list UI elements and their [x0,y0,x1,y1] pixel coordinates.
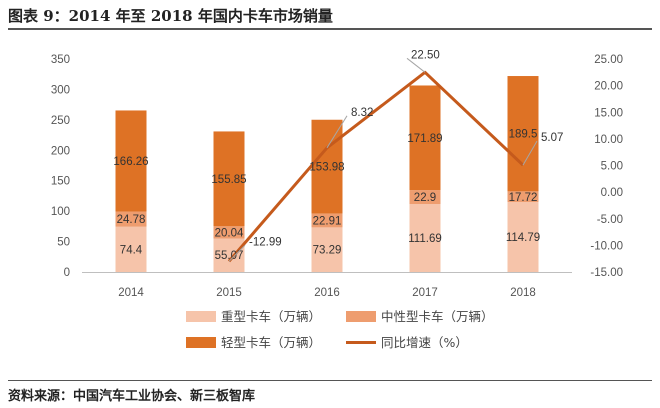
growth-line [227,70,525,263]
bar-segment [115,226,147,272]
chart: 0 50 100 150 200 250 300 350 -15.00 -10.00 -5.00 0.… [51,49,623,350]
bar-value-label: 171.89 [407,133,442,145]
bar-value-label: 153.98 [309,162,344,174]
bar-segment [409,190,441,205]
bar-segment [507,191,539,203]
bar-value-label: 55.07 [215,250,244,262]
bar-value-label: 189.5 [509,129,538,141]
bar-value-label: 20.04 [215,227,244,239]
y-tick-label: 100 [51,206,70,218]
y2-tick-label: 0.00 [601,187,623,199]
legend-label: 轻型卡车（万辆） [221,335,321,350]
legend-swatch [186,337,216,348]
bar-segment [213,226,245,239]
bar-segment [213,238,245,272]
y2-tick-label: 10.00 [594,134,623,146]
source-note: 资料来源：中国汽车工业协会、新三板智库 [8,389,256,404]
y-tick-label: 0 [64,267,70,279]
y-tick-label: 250 [51,115,70,127]
leader-line [326,115,348,149]
bar-value-label: 111.69 [408,233,441,245]
legend-label: 重型卡车（万辆） [221,309,321,324]
bar-value-label: 114.79 [506,232,540,244]
y2-tick-label: 25.00 [594,54,623,66]
bar-value-label: 74.4 [120,244,143,256]
line-value-label: 5.07 [541,132,563,144]
line-value-label: 22.50 [411,49,440,61]
bar-segment [409,204,441,272]
x-tick-label: 2016 [314,287,340,299]
x-tick-label: 2018 [510,287,536,299]
bar-value-label: 155.85 [211,174,246,186]
bar-segment [311,227,343,272]
x-tick-label: 2014 [118,287,144,299]
bar-value-label: 24.78 [117,214,146,226]
bar-value-label: 17.72 [509,192,538,204]
bar-segment [311,213,343,228]
y2-tick-label: 20.00 [594,81,623,93]
bar-value-label: 73.29 [313,245,342,257]
legend-swatch [346,311,376,322]
y-tick-label: 200 [51,145,70,157]
y2-tick-label: -5.00 [597,214,623,226]
x-tick-label: 2017 [412,287,438,299]
bar-segment [213,131,245,227]
y2-tick-label: 15.00 [594,107,623,119]
bar-segment [311,119,343,214]
y-tick-label: 50 [57,237,70,249]
bar-value-label: 166.26 [113,156,148,168]
bar-segment [115,211,147,227]
legend-swatch [186,311,216,322]
x-tick-label: 2015 [216,287,242,299]
line-value-label: 8.32 [351,107,373,119]
y-tick-label: 350 [51,54,70,66]
leader-line [522,140,538,166]
title-bar: 图表 9：2014 年至 2018 年国内卡车市场销量 [8,2,652,30]
leader-line [228,244,246,262]
bar-value-label: 22.9 [414,192,436,204]
legend-label: 中性型卡车（万辆） [381,309,494,324]
y2-tick-label: -15.00 [590,267,623,279]
line-value-label: -12.99 [249,236,282,248]
bar-segment [507,76,539,192]
bar-value-label: 22.91 [313,215,342,227]
source-bar: 资料来源：中国汽车工业协会、新三板智库 [8,380,652,405]
legend-label: 同比增速（%） [381,335,468,350]
leader-line [406,57,426,73]
bar-segment [507,202,539,272]
chart-title: 图表 9：2014 年至 2018 年国内卡车市场销量 [8,7,333,25]
bar-segment [115,110,147,212]
y2-tick-label: 5.00 [601,161,623,173]
y-tick-label: 300 [51,84,70,96]
y2-tick-label: -10.00 [590,240,623,252]
y-tick-label: 150 [51,176,70,188]
bar-segment [409,85,441,191]
